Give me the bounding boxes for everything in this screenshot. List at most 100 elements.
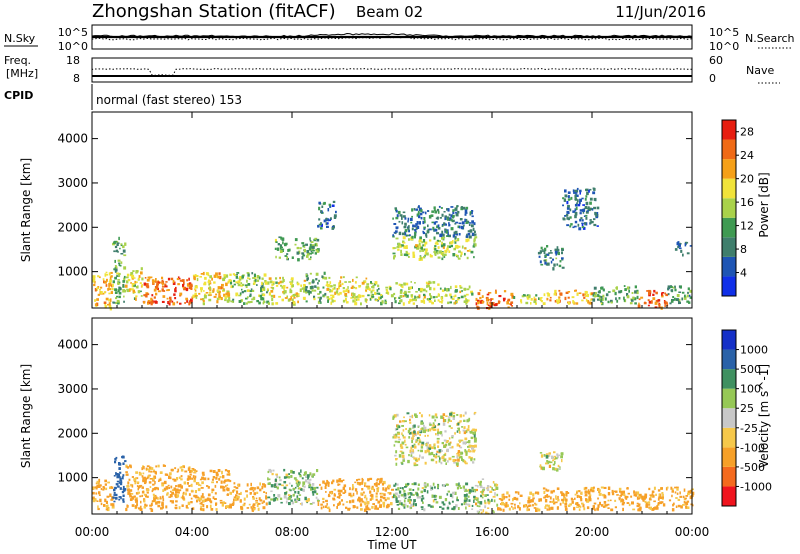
data-cell-14	[585, 291, 588, 294]
data-cell-12	[477, 301, 480, 305]
data-cell-5	[272, 469, 275, 472]
data-cell-5	[268, 468, 271, 472]
data-cell-4	[250, 482, 252, 487]
data-cell-8	[341, 282, 344, 286]
data-cell-12	[550, 506, 554, 510]
data-cell-3	[150, 297, 153, 302]
data-cell-5	[307, 498, 310, 502]
data-cell-5	[269, 469, 272, 473]
data-cell-5	[256, 275, 260, 279]
time-tick-4: 16:00	[475, 525, 510, 539]
data-cell-2	[190, 497, 193, 500]
data-cell-24	[685, 241, 689, 244]
data-cell-3	[167, 277, 170, 281]
data-cell-7	[433, 428, 436, 431]
data-cell-7	[317, 286, 320, 290]
data-cell-2	[132, 270, 135, 272]
data-cell-2	[154, 470, 157, 475]
data-cell-13	[639, 496, 642, 499]
data-cell-6	[373, 488, 375, 492]
data-cell-7	[402, 420, 405, 423]
data-cell-7	[458, 445, 461, 448]
data-cell-21	[429, 228, 432, 231]
data-cell-8	[468, 492, 471, 495]
data-cell-3	[185, 287, 189, 292]
data-cell-4	[256, 486, 260, 490]
data-cell-12	[583, 487, 586, 490]
data-cell-21	[414, 232, 417, 237]
data-cell-22	[540, 263, 544, 266]
data-cell-2	[172, 478, 175, 481]
data-cell-14	[645, 503, 648, 507]
data-cell-11	[556, 468, 559, 472]
data-cell-8	[338, 284, 342, 287]
data-cell-1	[122, 500, 125, 503]
data-cell-3	[155, 300, 157, 303]
data-cell-8	[407, 498, 411, 503]
data-cell-3	[176, 278, 179, 281]
data-cell-4	[215, 272, 218, 276]
data-cell-14	[679, 491, 681, 495]
data-cell-5	[250, 301, 253, 303]
data-cell-1	[117, 289, 120, 293]
data-cell-15	[600, 299, 603, 303]
data-cell-2	[144, 479, 147, 483]
data-cell-18	[316, 238, 320, 242]
data-cell-1	[115, 483, 119, 486]
data-cell-21	[392, 217, 394, 220]
data-cell-21	[452, 214, 455, 218]
data-cell-2	[183, 491, 185, 494]
data-cell-5	[311, 475, 314, 478]
data-cell-5	[245, 286, 248, 288]
data-cell-2	[135, 270, 139, 273]
data-cell-10	[435, 295, 438, 298]
data-cell-0	[110, 486, 114, 489]
data-cell-17	[670, 300, 674, 303]
data-cell-23	[586, 210, 589, 212]
nsearch-tick-bottom: 10^0	[709, 40, 739, 53]
data-cell-9	[385, 286, 389, 289]
data-cell-23	[574, 203, 578, 207]
data-cell-8	[339, 280, 342, 284]
data-cell-1	[112, 301, 116, 304]
data-cell-13	[607, 499, 610, 502]
data-cell-12	[585, 498, 587, 502]
data-cell-4	[200, 287, 203, 291]
data-cell-3	[161, 300, 165, 303]
data-cell-14	[649, 494, 653, 496]
data-cell-5	[296, 497, 300, 500]
data-cell-1	[120, 261, 123, 264]
data-cell-9	[492, 489, 495, 491]
data-cell-5	[238, 294, 242, 297]
data-cell-7	[411, 444, 414, 448]
data-cell-8	[351, 295, 355, 299]
data-cell-0	[92, 275, 96, 278]
data-cell-7	[459, 455, 463, 458]
data-cell-12	[481, 295, 484, 298]
data-cell-3	[188, 302, 191, 306]
data-cell-7	[451, 455, 455, 458]
data-cell-17	[674, 285, 676, 289]
data-cell-21	[423, 226, 426, 229]
data-cell-7	[436, 440, 440, 444]
data-cell-12	[490, 298, 492, 302]
data-cell-9	[480, 494, 483, 498]
data-cell-9	[378, 292, 381, 295]
data-cell-22	[539, 260, 542, 264]
data-cell-16	[664, 303, 666, 307]
data-cell-8	[347, 286, 349, 289]
data-cell-7	[413, 429, 416, 432]
data-cell-7	[433, 446, 436, 450]
data-cell-12	[549, 496, 552, 500]
data-cell-5	[303, 485, 306, 488]
data-cell-8	[330, 285, 333, 288]
data-cell-8	[333, 284, 336, 287]
data-cell-7	[313, 297, 316, 301]
data-cell-20	[415, 244, 418, 248]
data-cell-8	[365, 287, 369, 289]
data-cell-6	[342, 486, 345, 490]
data-cell-22	[546, 253, 550, 256]
data-cell-5	[251, 272, 254, 275]
data-cell-8	[358, 294, 361, 298]
data-cell-2	[168, 496, 172, 498]
